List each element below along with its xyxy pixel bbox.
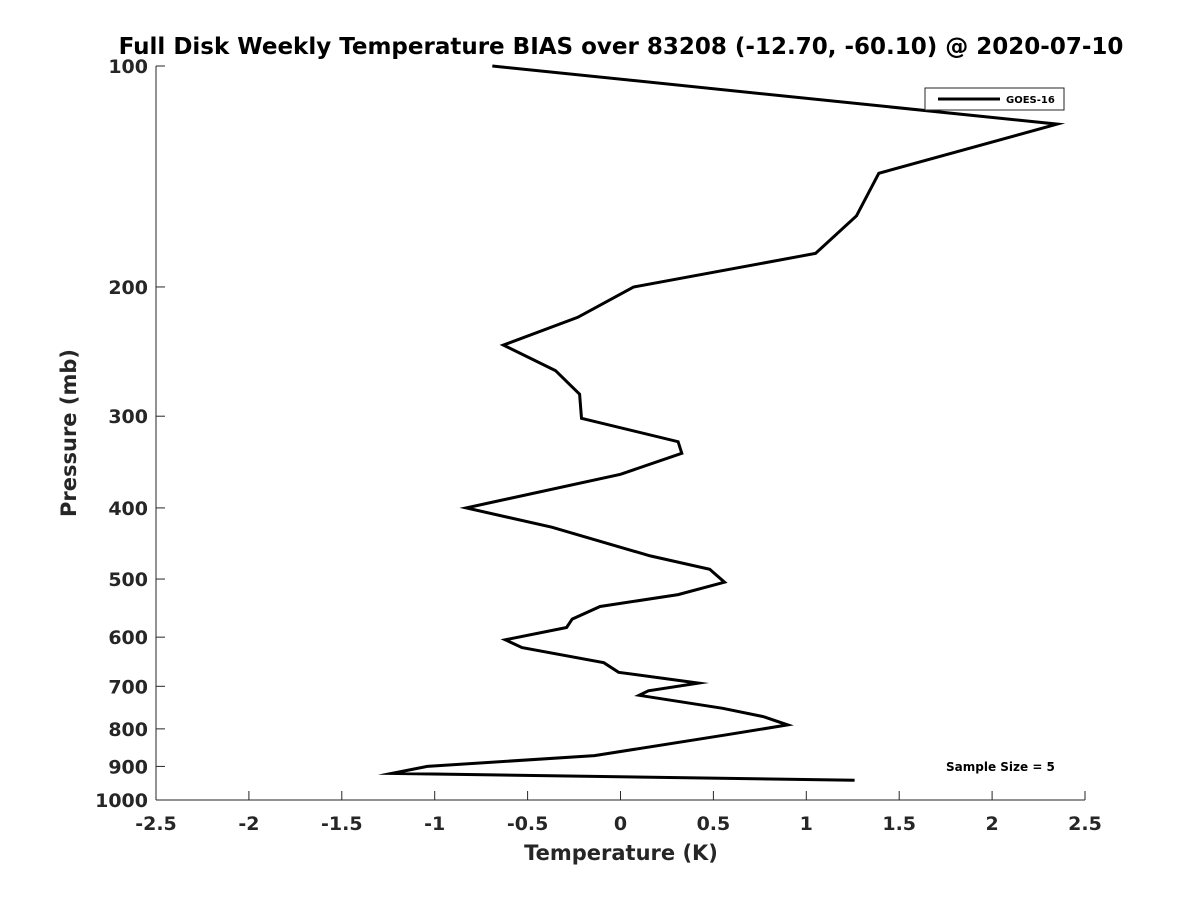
y-axis-label: Pressure (mb) (57, 349, 81, 517)
y-tick-label: 1000 (95, 790, 148, 812)
y-tick-label: 600 (108, 627, 148, 649)
y-tick-label: 900 (108, 756, 148, 778)
plot-area: -2.5 -2 -1.5 -1 -0.5 0 0.5 1 1.5 2 2.5 100 200 300 40… (95, 56, 1102, 835)
x-tick-label: 0 (614, 813, 627, 835)
x-tick-label: -0.5 (507, 813, 549, 835)
y-tick-label: 500 (108, 569, 148, 591)
legend: GOES-16 (924, 87, 1065, 111)
y-tick-label: 300 (108, 406, 148, 428)
y-tick-label: 800 (108, 719, 148, 741)
y-tick-label: 700 (108, 676, 148, 698)
x-tick-label: -1 (424, 813, 445, 835)
y-tick-label: 200 (108, 277, 148, 299)
x-tick-label: 1.5 (882, 813, 916, 835)
y-tick-label: 400 (108, 498, 148, 520)
chart-title: Full Disk Weekly Temperature BIAS over 8… (119, 34, 1124, 60)
x-ticks: -2.5 -2 -1.5 -1 -0.5 0 0.5 1 1.5 2 2.5 (135, 791, 1102, 835)
x-tick-label: 0.5 (697, 813, 731, 835)
y-tick-label: 100 (108, 56, 148, 78)
y-ticks: 100 200 300 400 500 600 700 800 900 1000 (95, 56, 165, 812)
x-tick-label: 1 (800, 813, 813, 835)
series-layer (377, 64, 1066, 782)
x-tick-label: -2.5 (135, 813, 177, 835)
legend-label: GOES-16 (1006, 95, 1055, 106)
x-tick-label: 2.5 (1068, 813, 1102, 835)
x-tick-label: 2 (985, 813, 998, 835)
x-axis-label: Temperature (K) (524, 841, 718, 865)
series-line-0 (377, 64, 1066, 782)
x-tick-label: -1.5 (321, 813, 363, 835)
x-tick-label: -2 (238, 813, 259, 835)
sample-size-annotation: Sample Size = 5 (946, 760, 1055, 774)
